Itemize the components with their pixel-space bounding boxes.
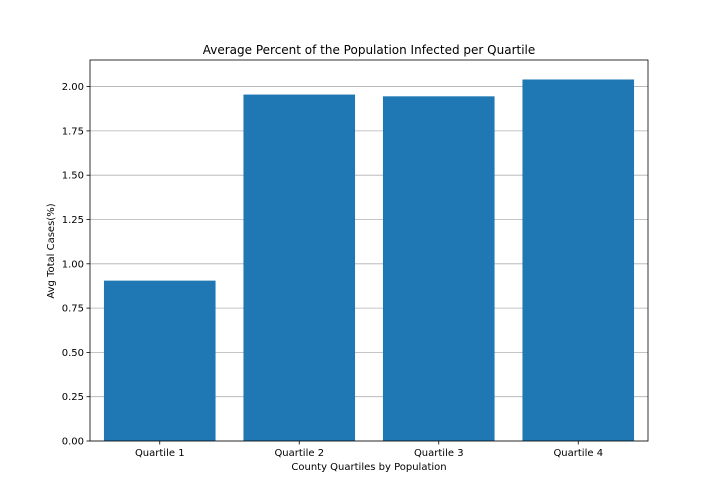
y-axis-label: Avg Total Cases(%) [46, 203, 57, 298]
y-tick-label: 1.75 [62, 126, 84, 137]
bar [103, 280, 216, 441]
y-tick-label: 0.75 [62, 304, 84, 315]
x-tick-label: Quartile 3 [414, 448, 464, 459]
x-tick-label: Quartile 1 [135, 448, 185, 459]
bar [243, 94, 356, 441]
x-tick-label: Quartile 4 [553, 448, 603, 459]
bar [382, 96, 495, 441]
x-tick-label: Quartile 2 [274, 448, 324, 459]
plot-frame [89, 59, 649, 442]
y-tick-label: 2.00 [62, 82, 84, 93]
x-axis-label: County Quartiles by Population [291, 462, 446, 473]
axes [86, 59, 649, 445]
chart-title: Average Percent of the Population Infect… [203, 43, 536, 57]
y-tick-label: 1.25 [62, 215, 84, 226]
tick-labels: 0.00 0.25 0.50 0.75 1.00 1.25 1.50 1.75 2.00 Quar… [62, 82, 603, 459]
y-tick-label: 1.00 [62, 259, 84, 270]
y-tick-label: 1.50 [62, 171, 84, 182]
bar [522, 79, 635, 441]
y-tick-label: 0.00 [62, 437, 84, 448]
y-tick-label: 0.50 [62, 348, 84, 359]
y-tick-label: 0.25 [62, 392, 84, 403]
bars [103, 79, 635, 441]
